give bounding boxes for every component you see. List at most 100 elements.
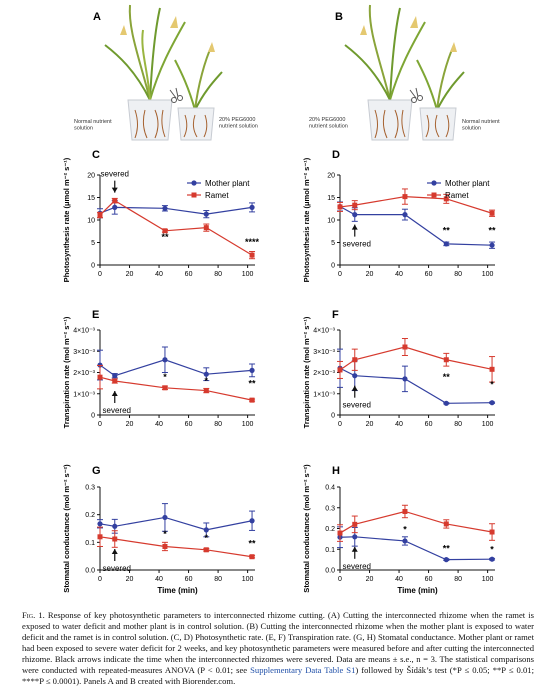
figure-caption: Fig. 1. Response of key photosynthetic p… [22,610,534,687]
data-point [402,212,408,218]
annotation-right: 20% PEG6000 nutrient solution [219,117,258,130]
data-point [352,373,358,379]
data-point [97,534,103,540]
y-tick-label: 0.2 [325,526,335,533]
chart-e: E 0 1×10⁻³ 2×10⁻³ 3×10⁻³ 4×10⁻³ 0 20 40 60 80 100 Tr… [62,309,256,428]
data-point [162,205,168,211]
annotation-left: Normal nutrient solution [74,119,112,132]
data-point [249,367,255,373]
y-tick-label: 0.0 [325,568,335,575]
plant-icon [344,4,426,101]
severed-arrow-head [351,546,358,552]
data-point [203,371,209,377]
data-point [443,196,449,202]
data-point [249,204,255,210]
y-tick-label: 3×10⁻³ [73,349,95,356]
x-tick-label: 60 [185,271,193,278]
significance-label: * [163,529,167,539]
data-point [443,357,449,363]
data-point [443,521,449,527]
series-line-mother-plant [99,359,253,377]
data-point [443,241,449,247]
y-axis-label: Transpiration rate (mol m⁻² s⁻¹) [62,316,71,428]
data-point [203,527,209,533]
panel-b-letter: B [335,11,343,23]
x-tick-label: 20 [126,421,134,428]
x-tick-label: 80 [214,421,222,428]
y-tick-label: 20 [87,173,95,180]
data-point [443,400,449,406]
panel-letter: F [332,309,339,321]
panel-letter: C [92,149,100,161]
panel-letter: D [332,149,340,161]
legend-label: Mother plant [445,179,490,188]
significance-label: * [490,379,494,389]
x-tick-label: 20 [126,271,134,278]
series-line-ramet [339,195,493,214]
significance-label: * [403,525,407,535]
data-point [402,508,408,514]
data-point [489,400,495,406]
caption-text-end: ) followed by Šídák’s test (*P ≤ 0.05; *… [22,665,534,686]
y-tick-label: 4×10⁻³ [313,328,335,335]
significance-label: * [205,376,209,386]
severed-arrow-head [111,391,118,396]
y-tick-label: 10 [327,218,335,225]
caption-link[interactable]: Supplementary Data Table S1 [250,665,356,675]
data-point [443,557,449,563]
series-line-mother-plant [339,367,493,404]
chart-h: H 0.0 0.1 0.2 0.3 0.4 0 20 40 60 80 100 Stomatal con… [302,464,496,595]
severed-arrow-head [351,385,358,391]
y-axis-label: Photosynthesis rate (μmol m⁻² s⁻¹) [302,157,311,282]
y-tick-label: 10 [87,218,95,225]
series-line-ramet [99,199,253,256]
series-line-ramet [99,536,253,558]
significance-label: ** [161,232,169,242]
annotation-right: Normal nutrient solution [462,119,500,132]
panel-letter: H [332,465,340,477]
x-tick-label: 0 [98,421,102,428]
series-line-ramet [99,376,253,401]
y-tick-label: 1×10⁻³ [73,391,95,398]
figure-canvas: A Normal nutrient solution [62,4,500,595]
severed-arrow-head [111,187,118,193]
y-tick-label: 0 [331,263,335,270]
x-tick-label: 40 [155,576,163,583]
legend-marker [191,192,197,198]
data-point [162,385,168,391]
x-tick-label: 40 [395,421,403,428]
y-tick-label: 0.1 [85,540,95,547]
x-tick-label: 0 [338,421,342,428]
scissors-icon [169,87,183,103]
y-tick-label: 1×10⁻³ [313,391,335,398]
pot-icon [367,99,457,141]
panel-letter: G [92,465,101,477]
x-tick-label: 80 [214,271,222,278]
series-line-ramet [339,346,493,371]
legend-marker [431,180,437,186]
severed-label: severed [343,240,371,249]
severed-arrow-head [111,549,118,555]
data-point [112,373,118,379]
x-tick-label: 80 [454,421,462,428]
significance-label: **** [245,237,260,247]
data-point [337,367,343,373]
y-tick-label: 5 [91,240,95,247]
data-point [249,518,255,524]
x-tick-label: 40 [395,271,403,278]
significance-label: ** [443,226,451,236]
data-point [489,556,495,562]
data-point [489,242,495,248]
x-tick-label: 80 [454,576,462,583]
data-point [402,344,408,350]
y-tick-label: 2×10⁻³ [313,370,335,377]
data-point [489,366,495,372]
y-tick-label: 5 [331,240,335,247]
severed-arrow-head [351,224,358,230]
data-point [203,388,209,394]
caption-text: Response of key photosynthetic parameter… [22,610,534,675]
y-tick-label: 3×10⁻³ [313,349,335,356]
legend-label: Ramet [205,191,229,200]
data-point [203,547,209,553]
